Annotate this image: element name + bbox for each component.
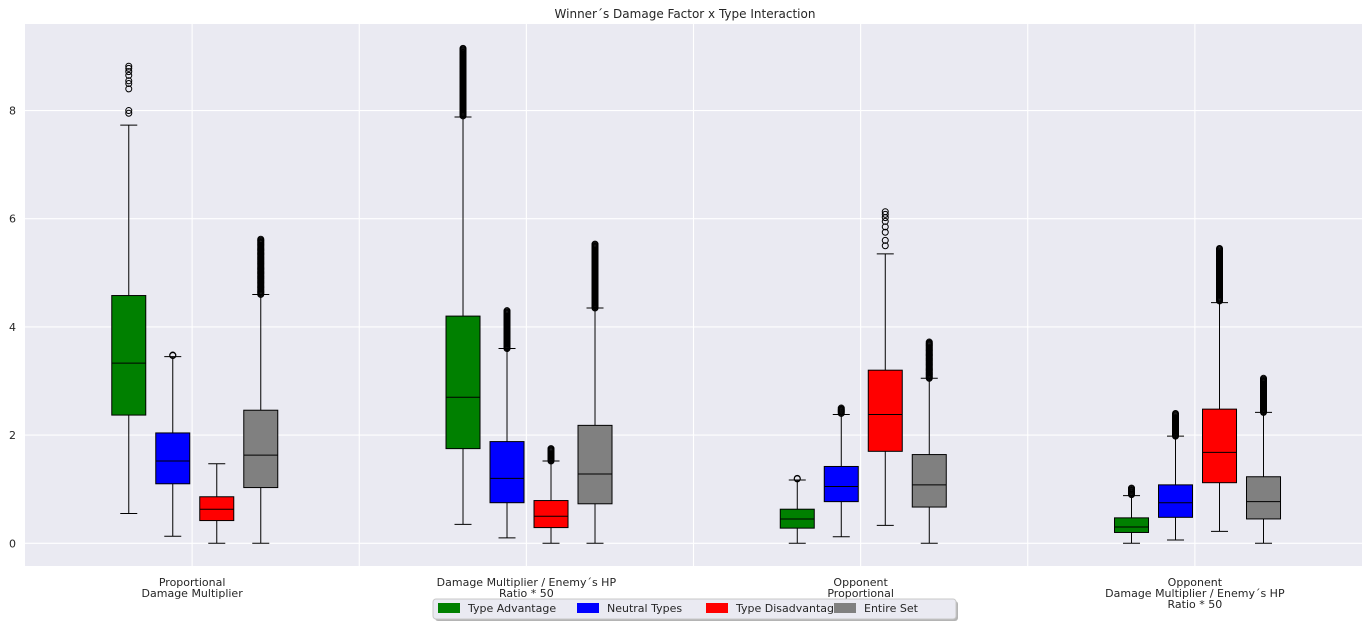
box-2-3	[1202, 244, 1238, 532]
outlier-point	[837, 404, 845, 412]
box-1-3	[1158, 409, 1194, 541]
box-3-0	[243, 235, 279, 544]
box-body	[577, 424, 613, 505]
outlier-point	[881, 208, 889, 216]
y-tick-label: 2	[9, 429, 16, 442]
outlier-point	[1128, 484, 1136, 492]
outlier-point	[125, 109, 133, 117]
x-tick-label: Proportional Damage Multiplier	[142, 576, 244, 600]
box-3-2	[911, 338, 947, 544]
box-2-1	[533, 445, 569, 544]
box-0-2	[779, 474, 815, 544]
outlier-point	[459, 44, 467, 52]
box-body	[1246, 476, 1282, 520]
chart-title: Winner´s Damage Factor x Type Interactio…	[555, 7, 816, 21]
outlier-point	[1172, 409, 1180, 417]
x-tick-label-line: Damage Multiplier / Enemy´s HP	[437, 576, 617, 589]
outlier-point	[1216, 244, 1224, 252]
x-tick-label: Damage Multiplier / Enemy´s HP Ratio * 50	[437, 576, 617, 600]
legend-label-type-disadvantage: Type Disadvantage	[735, 602, 841, 615]
legend-label-neutral-types: Neutral Types	[607, 602, 682, 615]
outlier-point	[881, 236, 889, 244]
outlier-point	[925, 338, 933, 346]
box-1-1	[489, 307, 525, 539]
x-tick-label-line: Ratio * 50	[499, 587, 554, 600]
outlier-point	[591, 240, 599, 248]
outlier-point	[1260, 374, 1268, 382]
box-3-3	[1246, 374, 1282, 544]
outlier-point	[793, 474, 801, 482]
outlier-point	[881, 223, 889, 231]
outlier-point	[881, 242, 889, 250]
box-body	[111, 295, 147, 416]
box-body	[199, 496, 235, 522]
x-tick-label-line: Ratio * 50	[1168, 598, 1223, 611]
box-body	[867, 369, 903, 452]
y-tick-labels: 0 2 4 6 8	[9, 105, 16, 551]
outlier-point	[257, 235, 265, 243]
box-body	[155, 432, 191, 485]
legend-swatch-type-advantage	[438, 603, 460, 613]
box-body	[823, 465, 859, 503]
outlier-point	[881, 210, 889, 218]
y-tick-label: 8	[9, 105, 16, 118]
box-0-0	[111, 62, 147, 515]
legend-swatch-entire-set	[834, 603, 856, 613]
outlier-point	[169, 351, 177, 359]
box-body	[445, 315, 481, 450]
x-tick-label: Opponent Damage Multiplier / Enemy´s HP Ra…	[1105, 576, 1285, 611]
legend-frame	[432, 598, 957, 620]
x-tick-label-line: Opponent	[833, 576, 888, 589]
x-tick-label: Opponent Proportional	[827, 576, 894, 600]
box-body	[911, 454, 947, 508]
legend-swatch-type-disadvantage	[706, 603, 728, 613]
outlier-point	[125, 107, 133, 115]
outlier-point	[881, 228, 889, 236]
box-1-2	[823, 404, 859, 538]
x-tick-label-line: Damage Multiplier	[142, 587, 244, 600]
boxes-layer	[111, 44, 1282, 544]
box-2-0	[199, 463, 235, 544]
outlier-point	[125, 71, 133, 79]
x-tick-label-line: Opponent	[1168, 576, 1223, 589]
y-tick-label: 4	[9, 321, 16, 334]
box-0-1	[445, 44, 481, 525]
x-tick-label-line: Damage Multiplier / Enemy´s HP	[1105, 587, 1285, 600]
box-body	[489, 441, 525, 504]
legend: Type Advantage Neutral Types Type Disadv…	[432, 598, 958, 621]
box-1-0	[155, 351, 191, 537]
box-0-3	[1114, 484, 1150, 544]
outlier-point	[125, 85, 133, 93]
outlier-point	[125, 68, 133, 76]
outlier-point	[125, 64, 133, 72]
box-body	[243, 409, 279, 489]
y-tick-label: 0	[9, 537, 16, 550]
box-body	[533, 500, 569, 529]
grid-layer	[25, 24, 1362, 566]
box-body	[1202, 408, 1238, 484]
box-body	[1114, 517, 1150, 533]
x-tick-label-line: Proportional	[827, 587, 894, 600]
legend-swatch-neutral-types	[577, 603, 599, 613]
box-2-2	[867, 208, 903, 526]
box-3-1	[577, 240, 613, 544]
x-tick-label-line: Proportional	[159, 576, 226, 589]
outlier-point	[125, 62, 133, 70]
outlier-point	[125, 80, 133, 88]
y-tick-label: 6	[9, 213, 16, 226]
outlier-point	[881, 217, 889, 225]
outlier-point	[125, 77, 133, 85]
legend-label-type-advantage: Type Advantage	[467, 602, 556, 615]
box-body	[1158, 484, 1194, 518]
legend-label-entire-set: Entire Set	[864, 602, 919, 615]
outlier-point	[547, 445, 555, 453]
outlier-point	[503, 307, 511, 315]
